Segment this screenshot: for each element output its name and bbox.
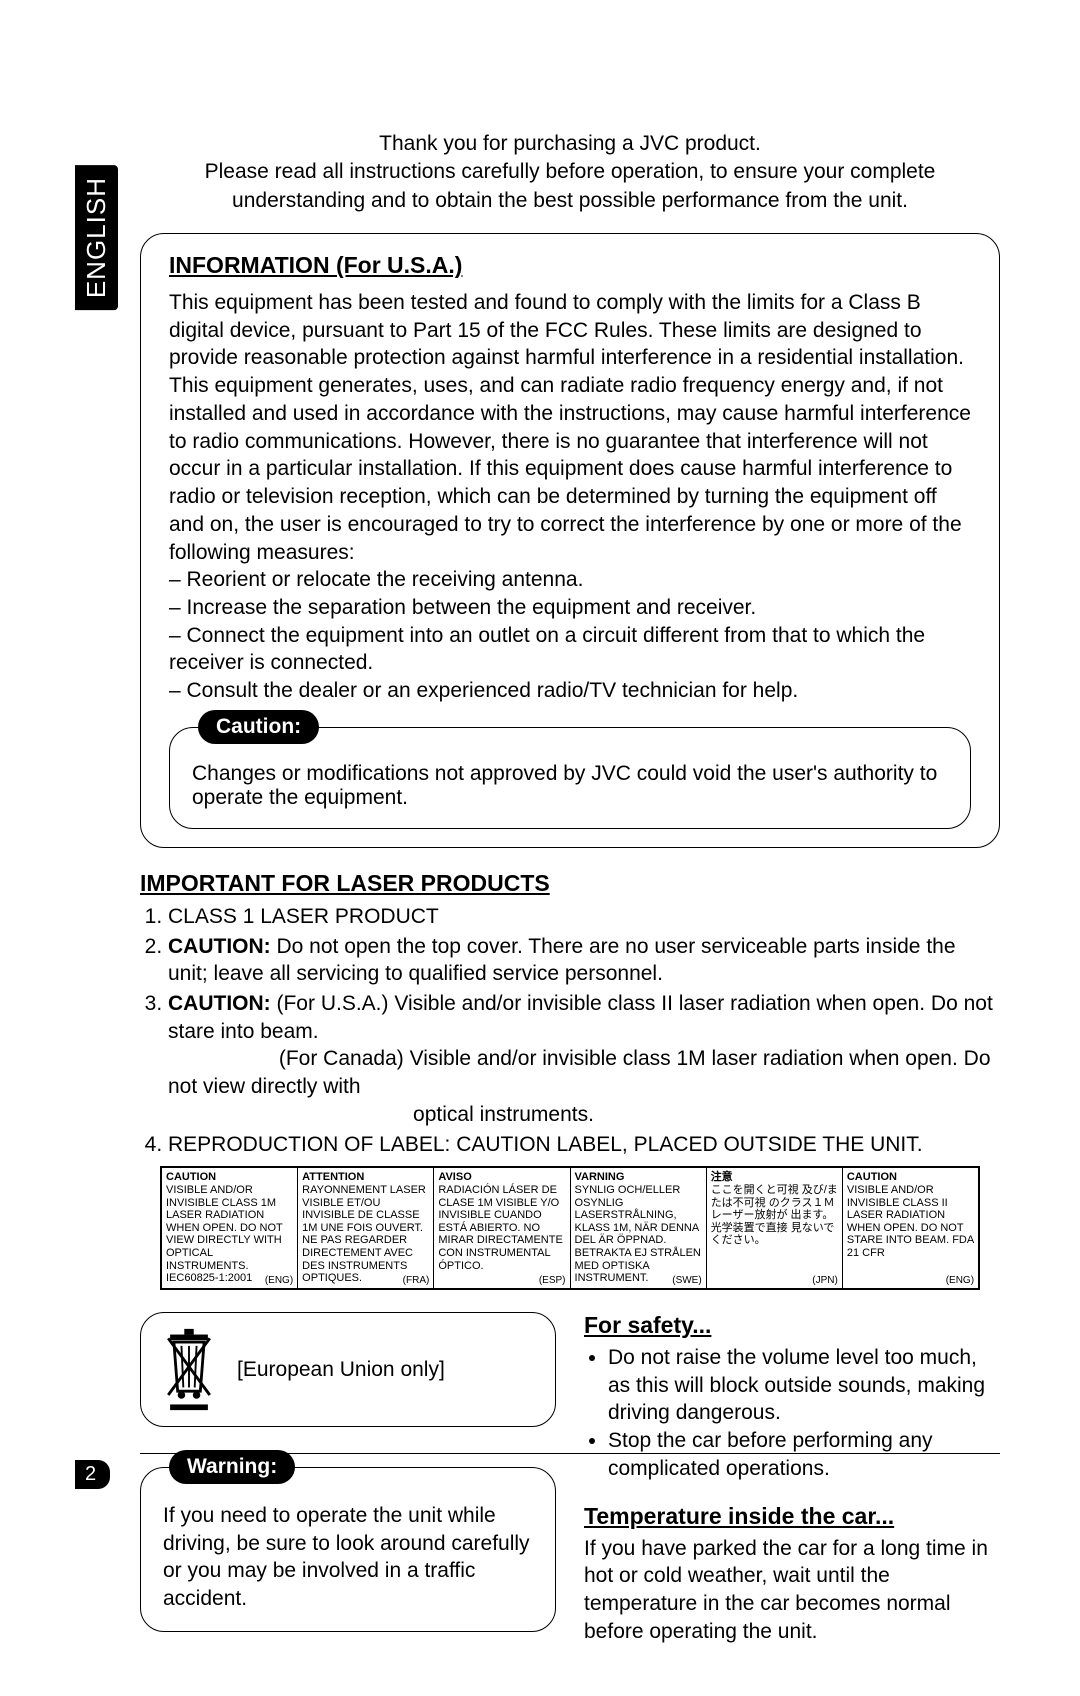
page-content: Thank you for purchasing a JVC product. …	[0, 0, 1080, 1696]
measure-item: Connect the equipment into an outlet on …	[169, 622, 971, 677]
information-paragraph: This equipment has been tested and found…	[169, 291, 971, 563]
caution-badge: Caution:	[198, 710, 319, 744]
caution-label-table: CAUTIONVISIBLE AND/OR INVISIBLE CLASS 1M…	[160, 1166, 980, 1290]
safety-heading: For safety...	[584, 1312, 1000, 1339]
caution-text: Changes or modifications not approved by…	[192, 762, 948, 810]
laser-item: REPRODUCTION OF LABEL: CAUTION LABEL, PL…	[168, 1131, 1000, 1159]
two-column-section: [European Union only] Warning: If you ne…	[140, 1312, 1000, 1645]
laser-list: CLASS 1 LASER PRODUCT CAUTION: Do not op…	[140, 903, 1000, 1158]
laser-item: CAUTION: Do not open the top cover. Ther…	[168, 933, 1000, 988]
laser-heading: IMPORTANT FOR LASER PRODUCTS	[140, 870, 1000, 897]
measure-item: Consult the dealer or an experienced rad…	[169, 677, 971, 705]
label-col-eng2: CAUTIONVISIBLE AND/OR INVISIBLE CLASS II…	[843, 1168, 978, 1288]
warning-text: If you need to operate the unit while dr…	[163, 1502, 533, 1613]
label-col-swe: VARNINGSYNLIG OCH/ELLER OSYNLIG LASERSTR…	[571, 1168, 707, 1288]
intro-text: Thank you for purchasing a JVC product. …	[140, 130, 1000, 215]
measure-item: Reorient or relocate the receiving anten…	[169, 566, 971, 594]
information-box: INFORMATION (For U.S.A.) This equipment …	[140, 233, 1000, 848]
safety-item: Do not raise the volume level too much, …	[608, 1344, 1000, 1427]
eu-box: [European Union only]	[140, 1312, 556, 1427]
intro-line2: Please read all instructions carefully b…	[140, 158, 1000, 215]
label-col-jpn: 注意ここを開くと可視 及び/または不可視 のクラス１Ｍ レーザー放射が 出ます。…	[707, 1168, 843, 1288]
laser-item: CLASS 1 LASER PRODUCT	[168, 903, 1000, 931]
weee-bin-icon	[159, 1327, 219, 1412]
page-number: 2	[75, 1460, 110, 1489]
left-column: [European Union only] Warning: If you ne…	[140, 1312, 556, 1645]
measure-item: Increase the separation between the equi…	[169, 594, 971, 622]
safety-item: Stop the car before performing any compl…	[608, 1427, 1000, 1482]
warning-box: Warning: If you need to operate the unit…	[140, 1467, 556, 1632]
right-column: For safety... Do not raise the volume le…	[584, 1312, 1000, 1645]
intro-line1: Thank you for purchasing a JVC product.	[140, 130, 1000, 158]
warning-badge: Warning:	[169, 1450, 295, 1484]
label-col-eng: CAUTIONVISIBLE AND/OR INVISIBLE CLASS 1M…	[162, 1168, 298, 1288]
safety-list: Do not raise the volume level too much, …	[584, 1344, 1000, 1483]
temperature-heading: Temperature inside the car...	[584, 1503, 1000, 1530]
temperature-text: If you have parked the car for a long ti…	[584, 1535, 1000, 1646]
caution-box: Caution: Changes or modifications not ap…	[169, 727, 971, 829]
bottom-rule	[140, 1453, 1000, 1454]
information-body: This equipment has been tested and found…	[169, 289, 971, 705]
laser-item: CAUTION: (For U.S.A.) Visible and/or inv…	[168, 990, 1000, 1129]
information-heading: INFORMATION (For U.S.A.)	[169, 252, 971, 279]
label-col-fra: ATTENTIONRAYONNEMENT LASER VISIBLE ET/OU…	[298, 1168, 434, 1288]
eu-text: [European Union only]	[237, 1358, 445, 1382]
information-measures-list: Reorient or relocate the receiving anten…	[169, 566, 971, 705]
label-col-esp: AVISORADIACIÓN LÁSER DE CLASE 1M VISIBLE…	[434, 1168, 570, 1288]
